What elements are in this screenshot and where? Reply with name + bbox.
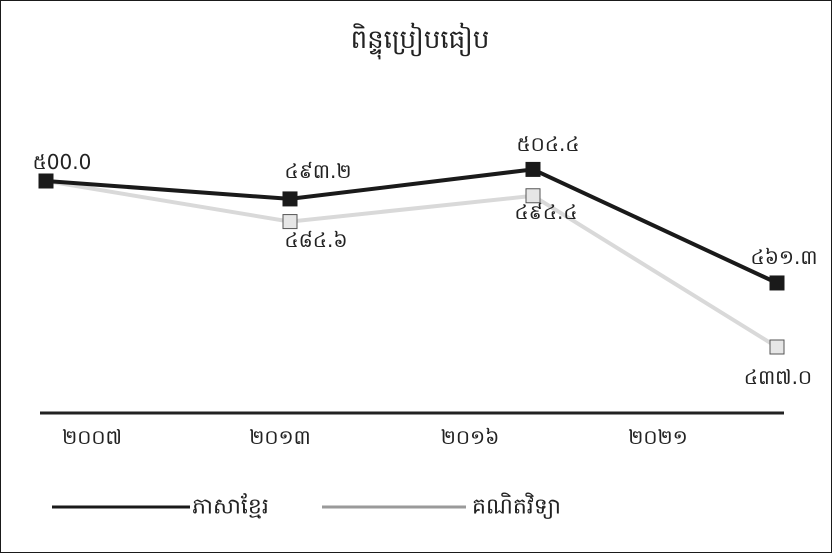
x-tick-label-0: ២០០៧ <box>62 425 122 449</box>
x-tick-label-1: ២០១៣ <box>249 425 311 449</box>
series-1-point-2 <box>525 188 541 204</box>
x-tick-label-2: ២០១៦ <box>441 425 500 449</box>
legend-label-khmer: ភាសាខ្មែរ <box>192 493 269 520</box>
data-label-s0-0: ៥00.0 <box>33 150 92 174</box>
data-label-s1-3: ៤៣៧.០ <box>744 365 812 389</box>
series-line-0 <box>45 167 778 285</box>
legend: ភាសាខ្មែរ គណិតវិទ្យា <box>52 493 561 520</box>
data-label-s0-3: ៤៦១.៣ <box>751 245 818 269</box>
series-0-point-1 <box>282 191 298 207</box>
data-label-s1-2: ៤៩៤.៤ <box>515 200 578 224</box>
series-1-point-3 <box>769 339 785 355</box>
series-line-1 <box>45 179 779 349</box>
x-axis-tick-labels: ២០០៧ ២០១៣ ២០១៦ ២០២១ <box>62 425 688 449</box>
series-layer <box>38 161 785 355</box>
series-1-point-1 <box>282 214 298 230</box>
data-label-s0-1: ៤៩៣.២ <box>285 159 352 183</box>
chart-title: ពិន្ទុប្រៀបធៀប <box>351 22 490 60</box>
data-label-s0-2: ៥០៤.៤ <box>517 132 580 156</box>
legend-label-math: គណិតវិទ្យា <box>472 493 561 520</box>
x-tick-label-3: ២០២១ <box>628 425 688 449</box>
series-0-point-3 <box>769 275 785 291</box>
data-label-s1-1: ៤៨៤.៦ <box>285 228 348 252</box>
series-0-point-0 <box>38 173 54 189</box>
series-0-point-2 <box>525 161 541 177</box>
